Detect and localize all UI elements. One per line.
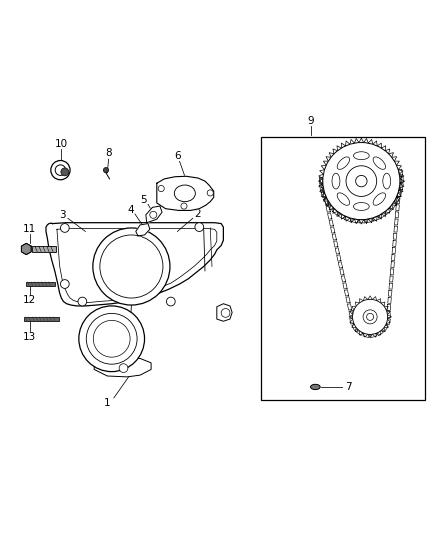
Ellipse shape: [332, 173, 340, 189]
Circle shape: [55, 165, 66, 175]
Circle shape: [93, 228, 170, 305]
Text: 3: 3: [59, 210, 66, 220]
Ellipse shape: [337, 193, 350, 205]
Polygon shape: [46, 223, 223, 306]
Polygon shape: [94, 358, 151, 377]
Circle shape: [119, 364, 128, 373]
Bar: [24, 317, 59, 321]
Circle shape: [356, 175, 367, 187]
Ellipse shape: [383, 173, 391, 189]
Circle shape: [61, 168, 69, 176]
Text: 8: 8: [105, 149, 112, 158]
Text: 12: 12: [23, 295, 36, 305]
Circle shape: [166, 297, 175, 306]
Ellipse shape: [311, 384, 320, 390]
Circle shape: [363, 310, 377, 324]
Circle shape: [195, 223, 204, 231]
Text: 9: 9: [307, 116, 314, 126]
Ellipse shape: [373, 157, 385, 169]
Polygon shape: [136, 223, 150, 236]
Text: 5: 5: [140, 195, 147, 205]
Polygon shape: [146, 206, 162, 223]
Polygon shape: [21, 243, 31, 255]
Circle shape: [51, 160, 70, 180]
Bar: [32, 246, 56, 252]
Circle shape: [181, 203, 187, 209]
Circle shape: [221, 309, 230, 317]
Circle shape: [93, 320, 130, 357]
Ellipse shape: [353, 152, 369, 159]
Text: 6: 6: [174, 151, 181, 161]
Circle shape: [367, 313, 374, 320]
Bar: [26, 282, 55, 286]
Circle shape: [158, 185, 164, 191]
Polygon shape: [217, 304, 232, 321]
Text: 13: 13: [23, 332, 36, 342]
Circle shape: [323, 142, 400, 220]
Circle shape: [150, 211, 157, 219]
Text: 1: 1: [104, 398, 111, 408]
Ellipse shape: [373, 193, 385, 205]
Text: 10: 10: [55, 139, 68, 149]
Circle shape: [207, 190, 213, 196]
Circle shape: [353, 300, 388, 334]
Polygon shape: [157, 176, 214, 211]
Circle shape: [100, 235, 163, 298]
Circle shape: [86, 313, 137, 364]
Ellipse shape: [353, 203, 369, 211]
Circle shape: [103, 167, 109, 173]
Text: 2: 2: [194, 209, 201, 219]
Circle shape: [60, 223, 69, 232]
Text: 4: 4: [127, 205, 134, 215]
Ellipse shape: [337, 157, 350, 169]
Circle shape: [79, 306, 145, 372]
Circle shape: [60, 280, 69, 288]
Bar: [261, 138, 425, 400]
Ellipse shape: [174, 185, 195, 201]
Text: 11: 11: [23, 224, 36, 234]
Text: 7: 7: [345, 382, 352, 392]
Circle shape: [346, 166, 377, 197]
Circle shape: [78, 297, 87, 306]
